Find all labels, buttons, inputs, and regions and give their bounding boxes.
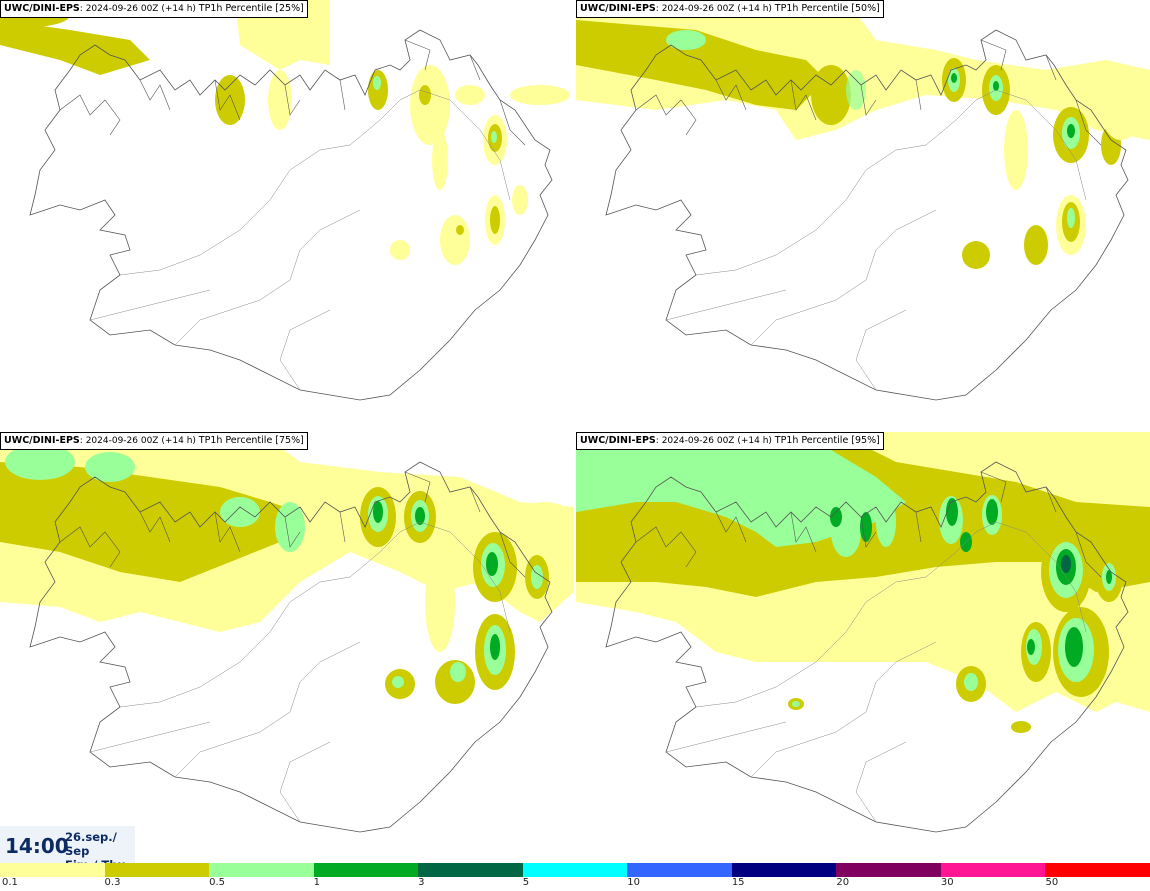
color-scale-segment [731, 863, 837, 877]
color-scale-segment [0, 863, 105, 877]
color-scale-tick-label: 0.1 [2, 877, 18, 888]
valid-time-box: 14:00 26.sep./ Sep Fim./ Thu [0, 826, 135, 872]
valid-time: 14:00 [5, 834, 69, 858]
color-scale-tick-label: 20 [836, 877, 850, 888]
color-scale-tick-label: 5 [522, 877, 530, 888]
panel-title: UWC/DINI-EPS: 2024-09-26 00Z (+14 h) TP1… [576, 0, 884, 18]
color-scale-ticks: 0.1 0.3 0.5 1 3 5 10 15 20 30 50 [0, 877, 1150, 891]
map-panel-95: UWC/DINI-EPS: 2024-09-26 00Z (+14 h) TP1… [576, 432, 1150, 860]
color-scale-tick-label: 10 [627, 877, 640, 888]
color-scale-segment [522, 863, 628, 877]
color-scale-tick-label: 30 [940, 877, 954, 888]
precip-map [0, 0, 570, 401]
color-scale-segment [940, 863, 1046, 877]
color-scale-segment [627, 863, 732, 877]
panel-title: UWC/DINI-EPS: 2024-09-26 00Z (+14 h) TP1… [576, 432, 884, 450]
color-scale-tick-label: 15 [731, 877, 745, 888]
panel-title: UWC/DINI-EPS: 2024-09-26 00Z (+14 h) TP1… [0, 432, 308, 450]
color-scale-segment [418, 863, 523, 877]
color-scale-tick-label: 3 [418, 877, 425, 888]
color-scale-tick-label: 1 [313, 877, 320, 888]
color-scale-segment [313, 863, 419, 877]
color-scale-bar [0, 863, 1150, 877]
precip-map [0, 432, 574, 833]
precip-map [576, 432, 1150, 833]
color-scale-segment [104, 863, 210, 877]
color-scale-tick-label: 0.5 [209, 877, 225, 888]
color-scale-tick-label: 0.3 [104, 877, 121, 888]
color-scale-segment [1045, 863, 1150, 877]
color-scale-segment [209, 863, 314, 877]
precip-map [576, 0, 1150, 401]
color-scale-segment [836, 863, 941, 877]
map-panel-50: UWC/DINI-EPS: 2024-09-26 00Z (+14 h) TP1… [576, 0, 1150, 428]
color-scale-tick-label: 50 [1045, 877, 1059, 888]
date-line: 26.sep./ Sep [65, 830, 117, 858]
map-panel-25: UWC/DINI-EPS: 2024-09-26 00Z (+14 h) TP1… [0, 0, 574, 428]
panel-title: UWC/DINI-EPS: 2024-09-26 00Z (+14 h) TP1… [0, 0, 308, 18]
map-panel-75: UWC/DINI-EPS: 2024-09-26 00Z (+14 h) TP1… [0, 432, 574, 860]
